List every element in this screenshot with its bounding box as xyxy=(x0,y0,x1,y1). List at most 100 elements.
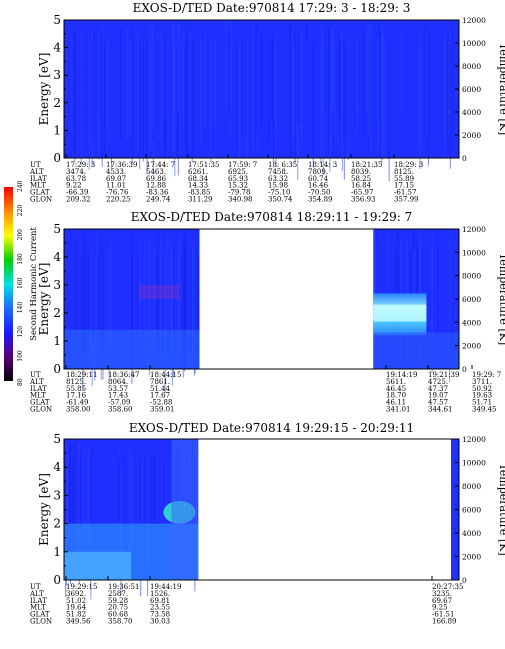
colorbar-tick-label: 200 xyxy=(17,229,24,241)
spectral-streak xyxy=(290,22,292,157)
panel-title: EXOS-D/TED Date:970814 18:29:11 - 19:29:… xyxy=(131,210,413,224)
spectral-streak xyxy=(422,20,424,141)
ephemeris-value: 350.74 xyxy=(268,196,293,204)
y2-tick-label: 8000 xyxy=(462,272,481,281)
spectral-streak xyxy=(131,456,133,546)
spectral-streak xyxy=(137,253,139,359)
ephemeris-value: 23.55 xyxy=(150,604,170,612)
y-tick-label: 1 xyxy=(53,334,61,348)
spectral-streak xyxy=(131,254,133,384)
ephemeris-value: 46.11 xyxy=(386,399,406,407)
ephemeris-value: 19:29: 7 xyxy=(472,371,501,379)
y2-tick-label: 10000 xyxy=(462,248,486,257)
spectral-streak xyxy=(437,243,439,330)
spectral-streak xyxy=(331,28,333,150)
spectral-streak xyxy=(146,44,148,174)
ephemeris-value: 16.46 xyxy=(308,182,329,190)
spectral-streak xyxy=(138,237,140,340)
ephemeris-value: 19:44:19 xyxy=(150,583,181,591)
ephemeris-value: 8125. xyxy=(394,168,414,176)
spectral-streak xyxy=(260,35,262,125)
spectral-streak xyxy=(153,249,155,367)
y2-tick-label: 0 xyxy=(462,576,467,585)
ephemeris-value: 73.58 xyxy=(150,611,170,619)
y-tick-label: 1 xyxy=(53,545,61,559)
spectral-streak xyxy=(444,36,446,159)
spectral-streak xyxy=(130,40,132,141)
spectral-streak xyxy=(139,38,141,169)
spectral-streak xyxy=(377,38,379,149)
ephemeris-value: 354.89 xyxy=(308,196,333,204)
ephemeris-value: 55.89 xyxy=(394,175,414,183)
ephemeris-value: 60.68 xyxy=(108,611,128,619)
ephemeris-value: 359.01 xyxy=(150,406,175,414)
spectral-streak xyxy=(321,24,323,112)
spectral-streak xyxy=(137,26,139,153)
spectral-streak xyxy=(92,254,94,342)
ephemeris-value: 18:14: 3 xyxy=(308,161,337,169)
ephemeris-value: 209.32 xyxy=(66,196,91,204)
y-tick-label: 5 xyxy=(53,222,61,236)
ephemeris-value: 18:36:47 xyxy=(108,371,139,379)
spectral-streak xyxy=(343,41,345,180)
spectral-streak xyxy=(174,45,176,177)
ephemeris-value: 349.45 xyxy=(472,406,497,414)
y-tick-label: 0 xyxy=(53,151,61,165)
spectral-streak xyxy=(142,42,144,162)
ephemeris-value: 69.67 xyxy=(432,597,452,605)
spectral-streak xyxy=(200,36,202,142)
spectral-streak xyxy=(179,23,181,153)
y2-axis-label: Temperature [K] xyxy=(497,463,505,555)
spectral-streak xyxy=(370,21,372,159)
spectral-streak xyxy=(297,38,299,126)
y2-tick-label: 10000 xyxy=(462,39,486,48)
spectral-streak xyxy=(186,26,188,154)
panel-1: EXOS-D/TED Date:970814 17:29: 3 - 18:29:… xyxy=(29,1,505,204)
spectral-streak xyxy=(275,35,277,167)
ephemeris-value: 340.98 xyxy=(228,196,253,204)
ephemeris-row-label: MLT xyxy=(30,392,46,400)
spectral-streak xyxy=(367,23,369,134)
spectral-streak xyxy=(452,38,454,129)
y2-tick-label: 2000 xyxy=(462,553,481,562)
spectral-streak xyxy=(177,21,179,114)
ephemeris-value: -52.88 xyxy=(150,399,172,407)
colorbar-tick-label: 220 xyxy=(17,205,24,217)
spectral-streak xyxy=(100,245,102,354)
colorbar-tick-label: 160 xyxy=(17,277,24,289)
spectral-streak xyxy=(191,41,193,163)
spectral-streak xyxy=(156,253,158,339)
ephemeris-value: 19.64 xyxy=(66,604,87,612)
ephemeris-value: 17:36:39 xyxy=(106,161,137,169)
spectral-streak xyxy=(131,28,133,164)
ephemeris-row-label: ALT xyxy=(29,590,44,598)
spectral-streak xyxy=(153,453,155,562)
ephemeris-value: -79.78 xyxy=(228,189,250,197)
ephemeris-value: 6925. xyxy=(228,168,248,176)
spectral-streak xyxy=(329,38,331,172)
ephemeris-row-label: MLT xyxy=(30,182,46,190)
ephemeris-row-label: ALT xyxy=(29,168,44,176)
spectral-streak xyxy=(173,22,175,116)
y2-tick-label: 8000 xyxy=(462,482,481,491)
spectral-streak xyxy=(79,450,81,555)
spectral-streak xyxy=(378,229,380,332)
y2-tick-label: 6000 xyxy=(462,295,481,304)
ephemeris-value: 5611. xyxy=(386,378,406,386)
spectral-streak xyxy=(83,452,85,540)
ephemeris-row-label: ILAT xyxy=(30,385,47,393)
ephemeris-value: 344.61 xyxy=(428,406,453,414)
ephemeris-value: 17.67 xyxy=(150,392,170,400)
y2-tick-label: 6000 xyxy=(462,506,481,515)
spectral-streak xyxy=(333,35,335,131)
spectral-streak xyxy=(98,249,100,338)
y2-tick-label: 4000 xyxy=(462,529,481,538)
y2-tick-label: 8000 xyxy=(462,62,481,71)
ephemeris-value: 63.32 xyxy=(268,175,288,183)
spectral-streak xyxy=(431,230,433,357)
spectral-streak xyxy=(293,45,295,138)
spectral-streak xyxy=(378,26,380,121)
spectral-streak xyxy=(148,240,150,376)
spectral-streak xyxy=(76,241,78,346)
